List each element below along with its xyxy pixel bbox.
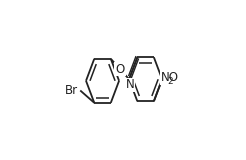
Text: 2: 2	[168, 77, 173, 86]
Text: N: N	[125, 79, 134, 92]
Text: NO: NO	[160, 71, 179, 84]
Text: Br: Br	[65, 84, 78, 97]
Text: O: O	[115, 63, 124, 76]
